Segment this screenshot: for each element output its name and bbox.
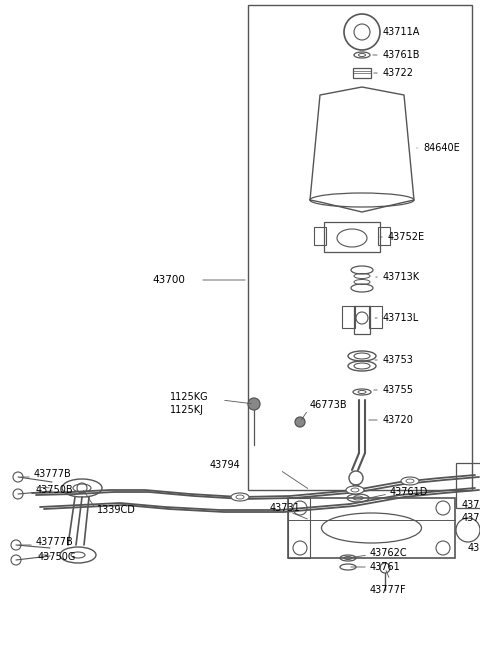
Bar [353,68,371,78]
Text: 43731: 43731 [270,503,301,513]
Bar [314,227,326,245]
Text: 1125KJ: 1125KJ [170,405,204,415]
Bar [342,306,355,328]
Text: 43720: 43720 [383,415,414,425]
Bar [354,306,370,334]
Text: 43753: 43753 [383,355,414,365]
Text: 1339CD: 1339CD [97,505,136,515]
Text: 43711A: 43711A [383,27,420,37]
Text: 43794: 43794 [210,460,241,470]
Bar [369,306,382,328]
Bar [324,222,380,252]
Circle shape [248,398,260,410]
Ellipse shape [231,493,249,501]
Text: 43713K: 43713K [383,272,420,282]
Text: 43761: 43761 [370,562,401,572]
Bar [378,227,390,245]
Text: 46773B: 46773B [310,400,348,410]
Text: 43700: 43700 [152,275,185,285]
Text: 43762C: 43762C [370,548,408,558]
Circle shape [295,417,305,427]
Text: 43777B: 43777B [34,469,72,479]
Text: 43752E: 43752E [388,232,425,242]
Bar [456,463,480,508]
Text: 43750G: 43750G [38,552,76,562]
Text: 43750B: 43750B [36,485,73,495]
Ellipse shape [346,486,364,494]
Text: 43761B: 43761B [383,50,420,60]
Text: 43722: 43722 [383,68,414,78]
Text: 43777F: 43777F [370,585,407,595]
Bar [248,5,472,490]
Text: 43777B: 43777B [36,537,74,547]
Bar [288,498,310,558]
Text: 43730J: 43730J [462,513,480,523]
Text: 84640E: 84640E [423,143,460,153]
Text: 43757C: 43757C [468,543,480,553]
Text: 43713L: 43713L [383,313,419,323]
Text: 43755: 43755 [383,385,414,395]
Ellipse shape [401,477,419,485]
Text: 43761D: 43761D [390,487,428,497]
Bar [288,498,455,558]
Text: 1125KG: 1125KG [170,392,209,402]
Text: 43743D: 43743D [462,500,480,510]
